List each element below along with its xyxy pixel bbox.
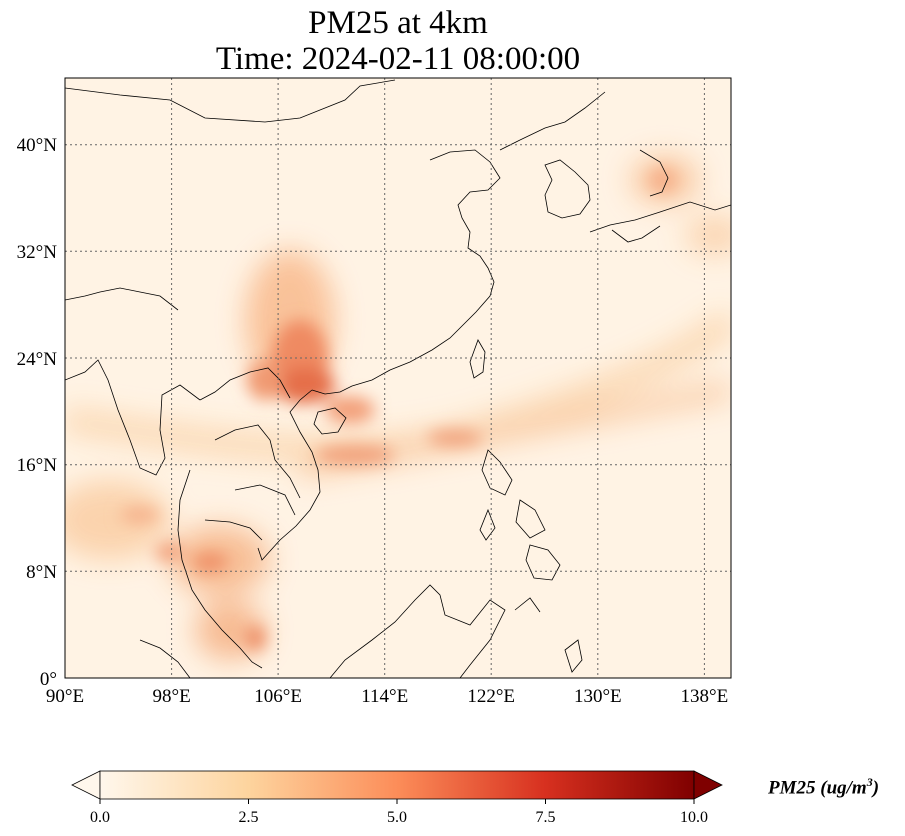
lon-tick-label: 122°E xyxy=(467,686,515,707)
gridlines xyxy=(65,78,731,678)
lat-tick-label: 8°N xyxy=(26,562,57,583)
lon-tick-label: 98°E xyxy=(152,686,190,707)
pm25-field xyxy=(65,155,731,660)
lon-tick-label: 130°E xyxy=(574,686,622,707)
colorbar-units-label: PM25 (ug/m3) xyxy=(768,775,879,799)
lon-tick-label: 90°E xyxy=(46,686,84,707)
lat-tick-label: 0° xyxy=(40,669,57,690)
colorbar-tick-label: 7.5 xyxy=(536,809,556,826)
lon-tick-label: 114°E xyxy=(361,686,408,707)
lat-tick-label: 24°N xyxy=(17,349,58,370)
units-close: ) xyxy=(872,777,880,799)
map-time-subtitle: Time: 2024-02-11 08:00:00 xyxy=(215,41,581,77)
map-frame xyxy=(64,77,732,679)
map-title: PM25 at 4km xyxy=(308,5,488,41)
lon-tick-label: 106°E xyxy=(254,686,302,707)
colorbar-tick-label: 5.0 xyxy=(387,809,407,826)
lat-tick-label: 32°N xyxy=(17,242,58,263)
units-name: PM25 (ug/m xyxy=(768,777,867,799)
colorbar-max-extend xyxy=(693,770,723,800)
colorbar-min-extend xyxy=(71,770,101,800)
map-panel xyxy=(65,78,731,678)
lat-tick-labels: 0° 8°N 16°N 24°N 32°N 40°N xyxy=(17,135,58,690)
colorbar-tick-label: 10.0 xyxy=(680,809,708,826)
colorbar-tick-label: 0.0 xyxy=(90,809,110,826)
colorbar-gradient xyxy=(99,770,695,800)
colorbar-tick-label: 2.5 xyxy=(239,809,259,826)
lon-tick-label: 138°E xyxy=(681,686,729,707)
colorbar: 0.0 2.5 5.0 7.5 10.0 xyxy=(71,770,723,826)
lon-tick-labels: 90°E 98°E 106°E 114°E 122°E 130°E 138°E xyxy=(46,686,728,707)
lat-tick-label: 40°N xyxy=(17,135,58,156)
units-power: 3 xyxy=(866,775,873,789)
lat-tick-label: 16°N xyxy=(17,455,58,476)
